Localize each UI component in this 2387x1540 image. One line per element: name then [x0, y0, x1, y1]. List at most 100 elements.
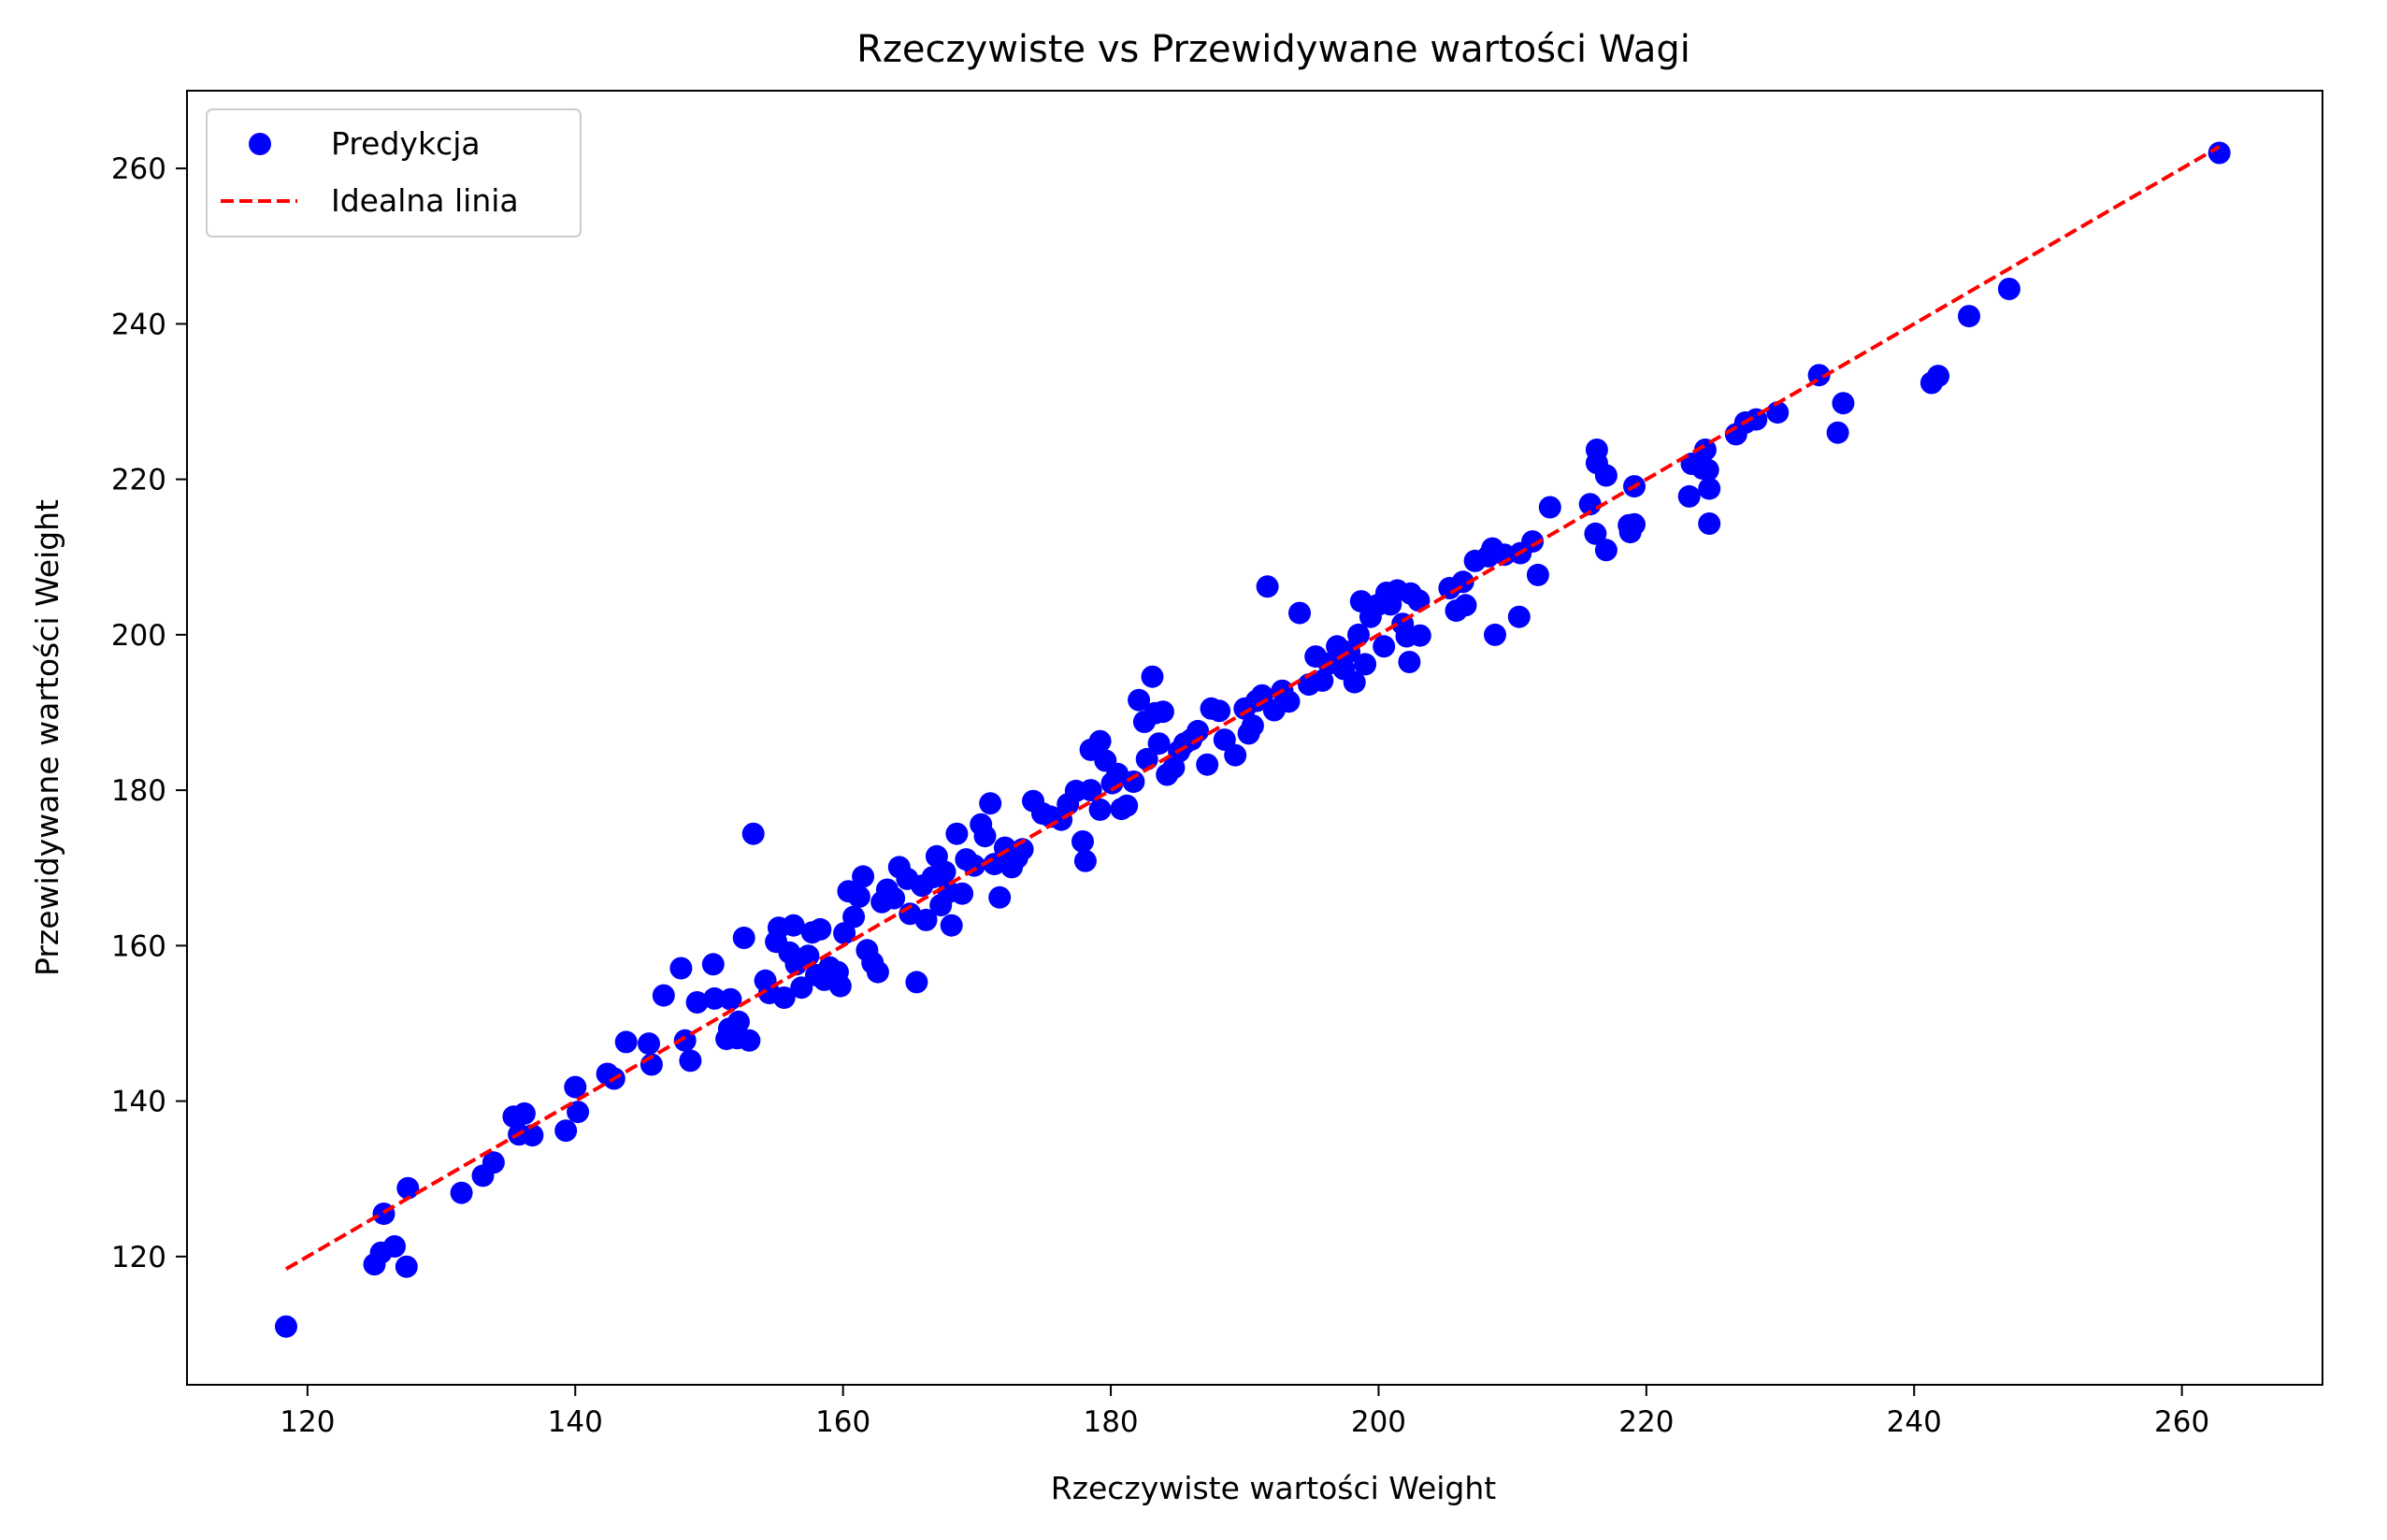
axes-frame	[186, 90, 2323, 1386]
x-tick-label-140: 140	[548, 1405, 603, 1439]
scatter-point-183	[1677, 484, 1701, 508]
scatter-point-178	[1594, 464, 1618, 487]
scatter-point-131	[1256, 575, 1279, 598]
scatter-point-24	[673, 1029, 697, 1052]
scatter-point-172	[1538, 496, 1561, 519]
scatter-point-181	[1623, 512, 1646, 536]
y-tick-label-180: 180	[111, 774, 166, 808]
legend: Predykcja Idealna linia	[206, 108, 582, 237]
legend-marker-predykcja	[249, 133, 271, 155]
scatter-point-35	[738, 1029, 761, 1052]
scatter-point-201	[2207, 141, 2231, 165]
scatter-point-77	[945, 822, 969, 845]
scatter-point-9	[482, 1151, 505, 1174]
scatter-point-177	[1594, 539, 1618, 562]
scatter-point-46	[797, 944, 820, 968]
y-tick-label-120: 120	[111, 1241, 166, 1274]
scatter-point-174	[1584, 522, 1607, 545]
scatter-point-97	[1073, 849, 1097, 872]
scatter-point-25	[679, 1049, 702, 1072]
x-tick-label-160: 160	[815, 1405, 870, 1439]
scatter-point-31	[719, 987, 742, 1011]
scatter-point-196	[1832, 392, 1855, 415]
scatter-point-7	[450, 1181, 473, 1204]
scatter-point-200	[1997, 278, 2020, 300]
scatter-point-33	[727, 1010, 750, 1033]
scatter-point-68	[905, 971, 928, 994]
scatter-point-57	[847, 885, 870, 908]
scatter-point-53	[828, 974, 852, 998]
scatter-point-144	[1347, 623, 1370, 646]
scatter-point-56	[842, 905, 866, 928]
scatter-point-43	[782, 914, 805, 937]
scatter-point-128	[1241, 714, 1264, 738]
x-tick-label-220: 220	[1618, 1405, 1674, 1439]
scatter-point-114	[1151, 700, 1174, 724]
scatter-point-3	[383, 1235, 406, 1258]
scatter-point-23	[669, 957, 693, 980]
y-tick-label-160: 160	[111, 929, 166, 963]
scatter-point-146	[1354, 653, 1377, 676]
scatter-point-170	[1521, 530, 1545, 554]
scatter-point-189	[1698, 512, 1721, 535]
scatter-point-173	[1578, 493, 1602, 516]
scatter-point-101	[1088, 798, 1112, 821]
scatter-point-11	[512, 1101, 536, 1125]
x-tick-label-240: 240	[1887, 1405, 1942, 1439]
scatter-point-125	[1224, 743, 1247, 767]
scatter-point-84	[983, 853, 1006, 876]
scatter-point-14	[554, 1119, 578, 1143]
scatter-point-41	[772, 986, 796, 1009]
y-tick-label-260: 260	[111, 152, 166, 186]
ideal-line	[284, 145, 2221, 1271]
chart-title: Rzeczywiste vs Przewidywane wartości Wag…	[856, 28, 1690, 71]
legend-label-predykcja: Predykcja	[331, 125, 481, 162]
x-tick-label-200: 200	[1351, 1405, 1406, 1439]
y-axis-label: Przewidywane wartości Weight	[29, 499, 65, 976]
scatter-point-34	[732, 927, 755, 949]
scatter-point-22	[652, 984, 675, 1007]
scatter-point-78	[951, 882, 974, 905]
y-tick-label-240: 240	[111, 308, 166, 341]
scatter-point-27	[701, 953, 725, 976]
scatter-point-143	[1343, 670, 1366, 694]
scatter-point-166	[1484, 623, 1506, 646]
scatter-point-36	[741, 822, 765, 845]
scatter-point-188	[1698, 477, 1721, 500]
axis-ticks: 120 140 160 180 200 220 240 260 120 140 160 180 200 2…	[111, 152, 2209, 1439]
scatter-point-98	[1079, 779, 1102, 802]
scatter-point-6	[396, 1176, 420, 1200]
scatter-point-28	[703, 986, 726, 1010]
scatter-point-134	[1277, 690, 1301, 713]
scatter-point-19	[614, 1030, 638, 1054]
scatter-point-186	[1693, 439, 1717, 461]
scatter-point-13	[521, 1124, 544, 1147]
scatter-point-108	[1128, 688, 1151, 712]
scatter-point-113	[1147, 732, 1171, 756]
x-tick-label-180: 180	[1083, 1405, 1138, 1439]
y-tick-label-140: 140	[111, 1086, 166, 1119]
scatter-point-138	[1311, 669, 1334, 692]
scatter-point-16	[567, 1101, 590, 1124]
scatter-point-70	[914, 908, 938, 931]
scatter-point-20	[638, 1032, 660, 1056]
scatter-point-83	[979, 792, 1002, 815]
scatter-point-171	[1526, 563, 1549, 586]
scatter-point-199	[1958, 305, 1980, 328]
scatter-point-195	[1826, 421, 1849, 444]
scatter-point-100	[1088, 729, 1112, 753]
scatter-point-111	[1141, 665, 1164, 688]
scatter-point-176	[1585, 439, 1608, 461]
scatter-point-64	[883, 886, 906, 910]
scatter-point-45	[790, 976, 813, 1000]
legend-frame	[206, 108, 582, 237]
y-tick-label-200: 200	[111, 619, 166, 653]
scatter-point-74	[933, 860, 956, 884]
legend-label-idealna-linia: Idealna linia	[331, 182, 519, 219]
scatter-point-193	[1766, 401, 1790, 425]
scatter-point-76	[940, 914, 963, 937]
scatter-point-198	[1927, 365, 1949, 388]
scatter-point-149	[1373, 635, 1396, 658]
